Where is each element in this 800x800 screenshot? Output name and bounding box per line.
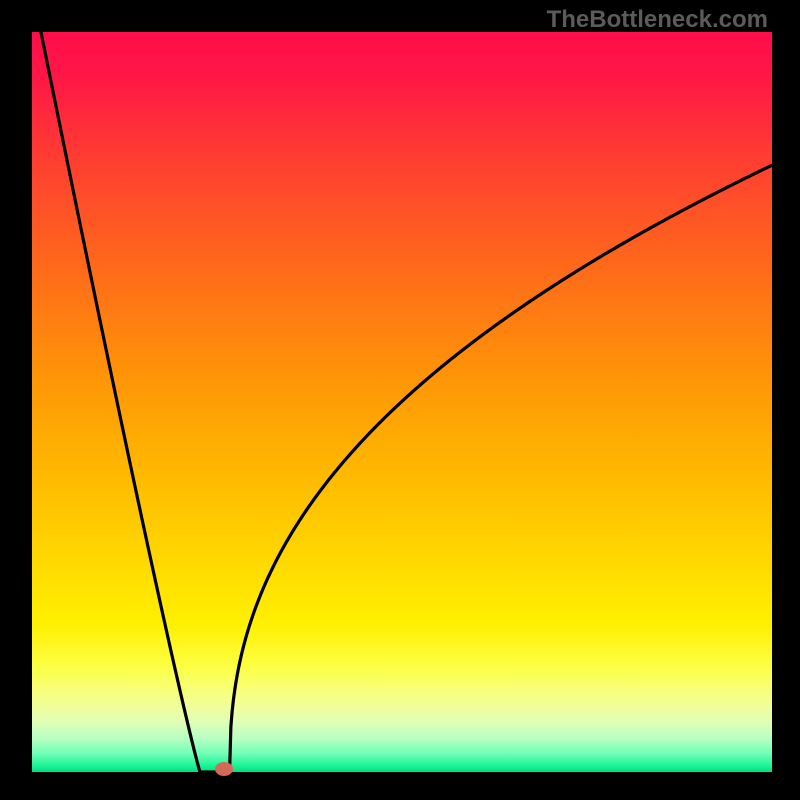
valley-marker-dot: [215, 762, 233, 776]
bottleneck-curve: [0, 0, 800, 800]
chart-container: TheBottleneck.com: [0, 0, 800, 800]
bottleneck-curve-path: [32, 0, 772, 772]
